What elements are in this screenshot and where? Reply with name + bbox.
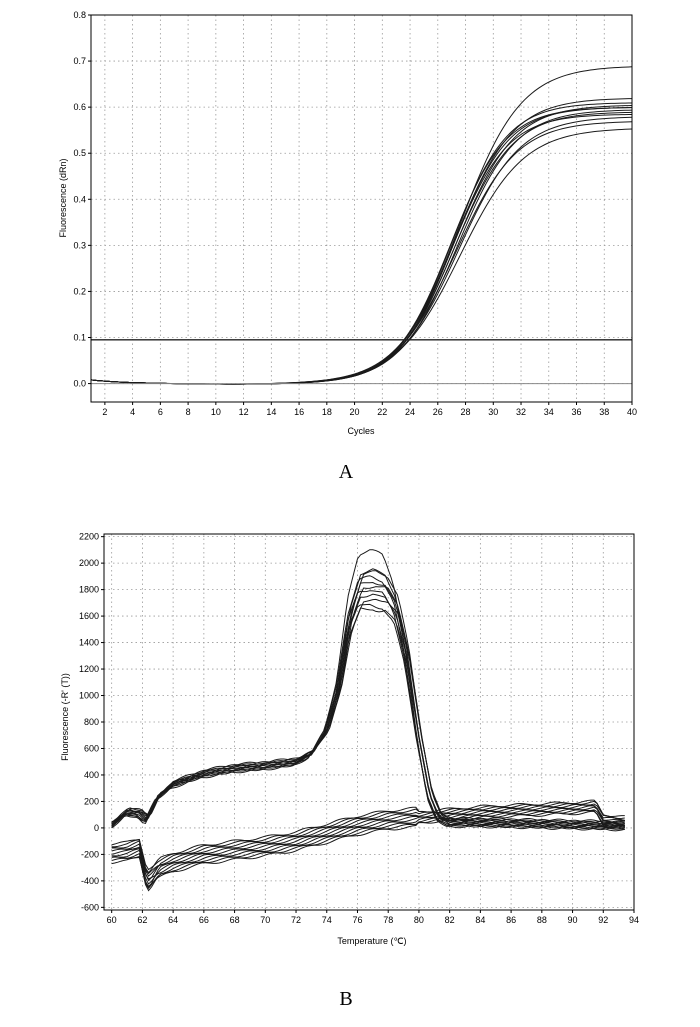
- x-tick-label: 22: [377, 407, 387, 417]
- x-tick-label: 86: [506, 915, 516, 925]
- melt-curve: [111, 570, 625, 825]
- y-tick-label: 0.3: [73, 240, 86, 250]
- x-tick-label: 74: [322, 915, 332, 925]
- melt-curve: [111, 805, 625, 889]
- x-tick-label: 30: [488, 407, 498, 417]
- y-tick-label: 0.2: [73, 286, 86, 296]
- x-tick-label: 36: [572, 407, 582, 417]
- y-tick-label: 1600: [79, 611, 99, 621]
- x-axis-label: Temperature (℃): [337, 936, 406, 946]
- amplification-curve: [90, 109, 633, 385]
- x-tick-label: 82: [445, 915, 455, 925]
- x-tick-label: 92: [598, 915, 608, 925]
- amplification-curve: [90, 128, 633, 385]
- amplification-curve: [90, 105, 633, 385]
- y-tick-label: 600: [84, 743, 99, 753]
- y-tick-label: 0: [94, 823, 99, 833]
- melt-curve: [111, 593, 625, 827]
- melt-curve: [111, 575, 625, 831]
- melt-curve: [111, 810, 625, 888]
- x-tick-label: 34: [544, 407, 554, 417]
- x-tick-label: 38: [599, 407, 609, 417]
- y-axis-label: Fluorescence (dRn): [58, 158, 68, 237]
- x-tick-label: 2: [102, 407, 107, 417]
- x-tick-label: 68: [230, 915, 240, 925]
- x-axis-label: Cycles: [347, 426, 375, 436]
- y-tick-label: -400: [81, 876, 99, 886]
- x-tick-label: 40: [627, 407, 637, 417]
- x-tick-label: 64: [168, 915, 178, 925]
- melt-curve-plot: 60 62 64 66 68 70 72 74 76 78 80 82 84 86 88 90 92 94 -60…: [60, 532, 639, 1010]
- panel-label-b: B: [339, 988, 352, 1010]
- amplification-curve: [90, 102, 633, 385]
- amplification-curve: [90, 116, 633, 385]
- x-tick-label: 24: [405, 407, 415, 417]
- y-tick-label: 0.4: [73, 194, 86, 204]
- melt-curve: [111, 590, 625, 830]
- y-tick-label: 1000: [79, 691, 99, 701]
- amplification-curve: [90, 107, 633, 385]
- melt-curve: [111, 568, 625, 828]
- x-tick-label: 90: [568, 915, 578, 925]
- melt-curves: [111, 549, 625, 892]
- x-tick-label: 66: [199, 915, 209, 925]
- melt-curve: [111, 607, 625, 826]
- x-tick-label: 20: [350, 407, 360, 417]
- x-tick-label: 88: [537, 915, 547, 925]
- amplification-curves: [90, 66, 633, 385]
- x-tick-label: 12: [239, 407, 249, 417]
- y-tick-label: 1400: [79, 638, 99, 648]
- amplification-curve: [90, 113, 633, 385]
- y-tick-label: 400: [84, 770, 99, 780]
- amplification-plot: 2 4 6 8 10 12 14 16 18 20 22 24 26 28 30 32 34 36 38 40 0.0…: [58, 10, 637, 483]
- y-tick-label: 2200: [79, 532, 99, 542]
- plot-frame: [90, 14, 633, 403]
- x-tick-label: 62: [137, 915, 147, 925]
- y-tick-label: 2000: [79, 558, 99, 568]
- x-tick-label: 14: [266, 407, 276, 417]
- y-tick-label: 200: [84, 796, 99, 806]
- melt-curve: [111, 582, 625, 828]
- x-tick-label: 32: [516, 407, 526, 417]
- y-tick-label: -200: [81, 849, 99, 859]
- panel-label-a: A: [339, 461, 354, 483]
- x-tick-label: 26: [433, 407, 443, 417]
- y-tick-label: 0.7: [73, 56, 86, 66]
- x-tick-label: 8: [186, 407, 191, 417]
- x-tick-label: 4: [130, 407, 135, 417]
- x-tick-label: 94: [629, 915, 639, 925]
- melt-curve: [111, 603, 625, 829]
- melt-curve: [111, 549, 625, 832]
- melt-curve: [111, 586, 625, 825]
- x-tick-label: 60: [107, 915, 117, 925]
- melt-curve: [111, 799, 625, 874]
- melt-curve: [111, 800, 625, 871]
- y-tick-label: 800: [84, 717, 99, 727]
- x-tick-label: 18: [322, 407, 332, 417]
- amplification-curve: [90, 107, 633, 385]
- y-tick-label: 1200: [79, 664, 99, 674]
- y-tick-label: 0.0: [73, 379, 86, 389]
- melt-curve: [111, 598, 625, 824]
- y-tick-label: 0.5: [73, 148, 86, 158]
- y-tick-label: -600: [81, 902, 99, 912]
- x-tick-label: 76: [352, 915, 362, 925]
- x-tick-label: 6: [158, 407, 163, 417]
- amplification-curve: [90, 121, 633, 385]
- x-tick-label: 28: [461, 407, 471, 417]
- x-tick-label: 10: [211, 407, 221, 417]
- x-tick-label: 16: [294, 407, 304, 417]
- y-tick-label: 0.8: [73, 10, 86, 20]
- y-tick-label: 1800: [79, 585, 99, 595]
- x-tick-label: 84: [475, 915, 485, 925]
- x-tick-label: 80: [414, 915, 424, 925]
- x-tick-label: 78: [383, 915, 393, 925]
- y-axis-label: Fluorescence (-R' (T)): [60, 673, 70, 761]
- x-tick-label: 70: [260, 915, 270, 925]
- y-tick-label: 0.1: [73, 333, 86, 343]
- x-tick-label: 72: [291, 915, 301, 925]
- y-tick-label: 0.6: [73, 102, 86, 112]
